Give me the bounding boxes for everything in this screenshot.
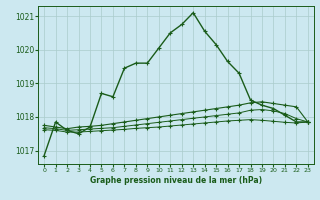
X-axis label: Graphe pression niveau de la mer (hPa): Graphe pression niveau de la mer (hPa) [90,176,262,185]
